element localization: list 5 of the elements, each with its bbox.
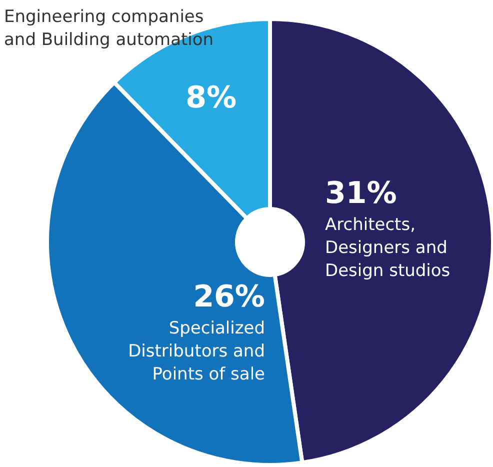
data-label: 8% xyxy=(186,80,237,116)
slice-label: Specialized Distributors and Points of sale xyxy=(128,318,265,384)
slice-label: Architects, Designers and Design studios xyxy=(325,214,450,281)
data-label: 31% xyxy=(325,176,397,211)
data-label: 26% xyxy=(193,279,265,314)
